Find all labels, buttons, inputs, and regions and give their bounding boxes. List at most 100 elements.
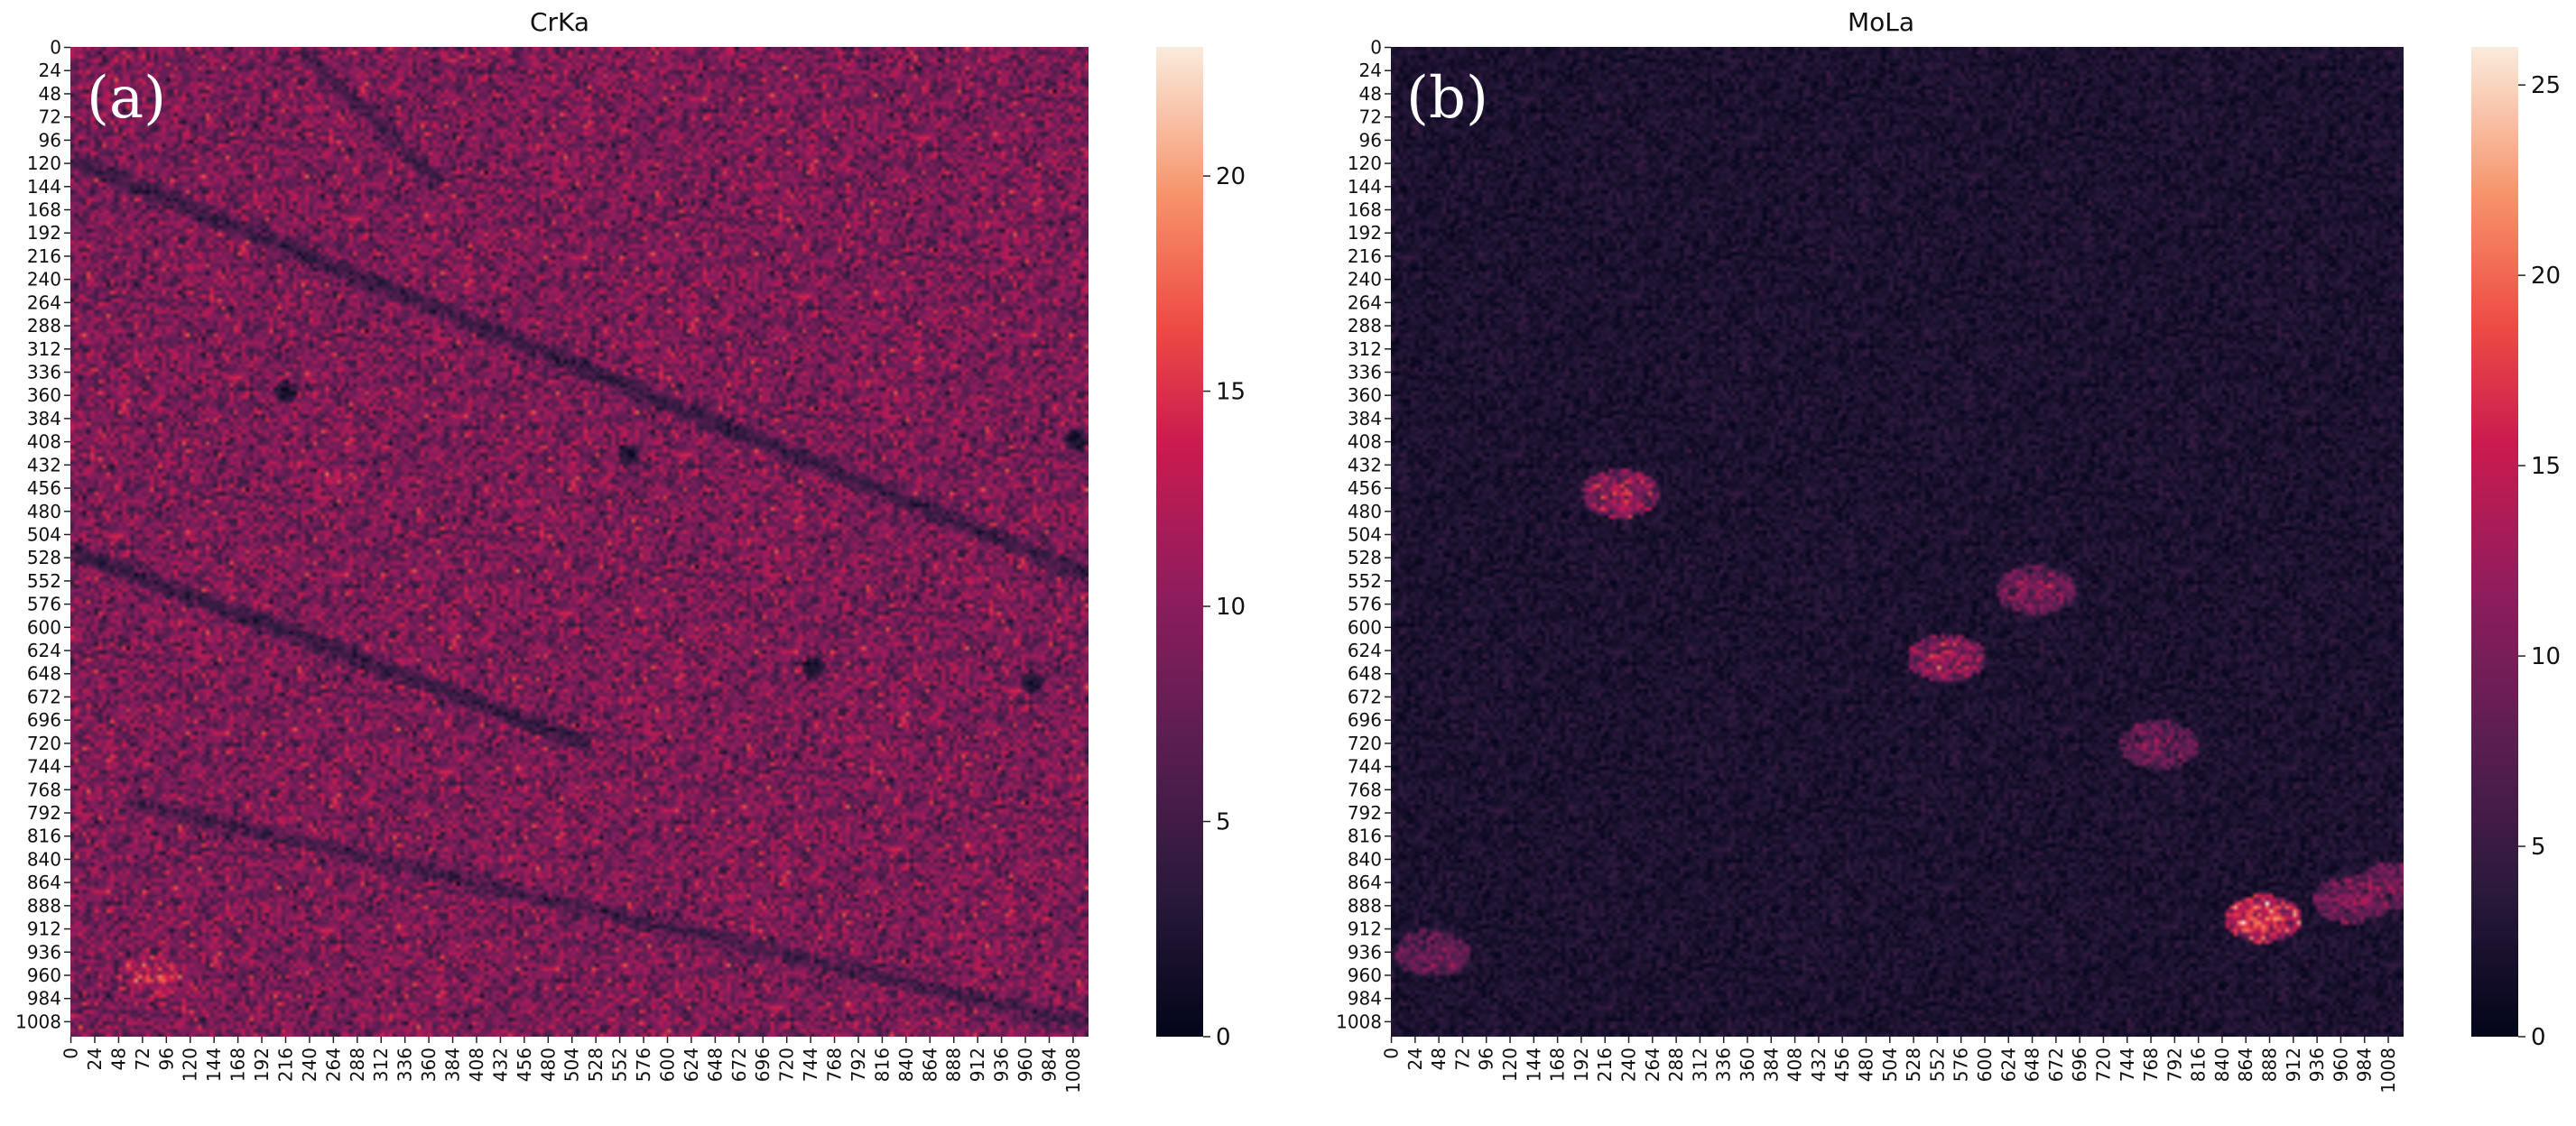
x-tick-label: 744 (2117, 1048, 2138, 1082)
y-tick-label: 432 (27, 454, 61, 475)
x-tick-label: 240 (1618, 1048, 1640, 1082)
x-tick-label: 768 (2140, 1048, 2162, 1082)
y-tick-label: 336 (1348, 361, 1382, 383)
x-tick-label: 672 (728, 1048, 750, 1082)
x-tick-label: 432 (1808, 1048, 1830, 1082)
y-tick-label: 1008 (1336, 1011, 1382, 1032)
x-tick-label: 480 (537, 1048, 559, 1082)
colorbar-tick-label: 15 (2531, 453, 2561, 480)
y-tick-label: 984 (1348, 988, 1382, 1010)
x-tick-label: 888 (2259, 1048, 2281, 1082)
x-tick-label: 0 (1381, 1048, 1403, 1059)
x-tick-label: 96 (155, 1048, 177, 1070)
x-tick-label: 792 (848, 1048, 869, 1082)
y-tick-label: 96 (39, 129, 61, 151)
y-tick-label: 456 (27, 477, 61, 499)
y-tick-label: 72 (39, 106, 61, 128)
y-tick-label: 912 (27, 918, 61, 940)
x-tick-label: 360 (1737, 1048, 1758, 1082)
x-tick-label: 552 (609, 1048, 631, 1082)
x-tick-label: 408 (1784, 1048, 1806, 1082)
x-tick-label: 408 (466, 1048, 487, 1082)
y-tick-label: 432 (1348, 454, 1382, 475)
y-tick-label: 48 (1359, 83, 1382, 105)
x-tick-label: 48 (1428, 1048, 1450, 1070)
y-tick-label: 600 (1348, 616, 1382, 638)
y-tick-label: 960 (1348, 964, 1382, 986)
y-tick-label: 720 (1348, 733, 1382, 754)
x-tick-label: 696 (752, 1048, 774, 1082)
y-tick-label: 888 (1348, 895, 1382, 917)
y-tick-label: 384 (27, 408, 61, 429)
x-tick-label: 384 (1760, 1048, 1782, 1082)
y-tick-label: 936 (1348, 941, 1382, 963)
y-tick-label: 888 (27, 895, 61, 917)
x-tick-label: 528 (585, 1048, 607, 1082)
y-tick-label: 528 (1348, 547, 1382, 568)
panel-label: (b) (1406, 65, 1488, 132)
x-tick-label: 744 (800, 1048, 821, 1082)
y-tick-label: 792 (27, 802, 61, 824)
x-tick-label: 936 (991, 1048, 1013, 1082)
x-tick-label: 840 (895, 1048, 917, 1082)
x-tick-label: 960 (1015, 1048, 1036, 1082)
y-tick-label: 0 (1370, 37, 1382, 59)
y-tick-label: 696 (1348, 709, 1382, 731)
y-tick-label: 648 (1348, 663, 1382, 685)
x-tick-label: 888 (943, 1048, 965, 1082)
chart-title: CrKa (530, 7, 589, 37)
x-tick-label: 432 (489, 1048, 511, 1082)
y-tick-label: 216 (1348, 245, 1382, 267)
x-tick-label: 984 (2354, 1048, 2376, 1082)
x-tick-label: 480 (1855, 1048, 1876, 1082)
y-tick-label: 264 (1348, 291, 1382, 313)
y-tick-label: 600 (27, 616, 61, 638)
x-tick-label: 576 (1951, 1048, 1972, 1082)
x-tick-label: 0 (60, 1048, 82, 1059)
colorbar-tick-label: 10 (1216, 594, 1246, 621)
y-tick-label: 168 (1348, 199, 1382, 221)
colorbar-tick-label: 5 (1216, 809, 1231, 836)
x-tick-label: 960 (2330, 1048, 2351, 1082)
x-tick-label: 72 (1451, 1048, 1473, 1070)
y-tick-label: 24 (1359, 60, 1382, 81)
colorbar-tick-label: 0 (1216, 1024, 1231, 1051)
x-tick-label: 720 (2092, 1048, 2114, 1082)
x-tick-label: 840 (2211, 1048, 2233, 1082)
colorbar-tick-label: 10 (2531, 643, 2561, 670)
x-tick-label: 288 (1665, 1048, 1687, 1082)
y-tick-label: 24 (39, 60, 61, 81)
y-tick-label: 312 (27, 338, 61, 360)
y-tick-label: 288 (1348, 315, 1382, 337)
y-tick-label: 768 (1348, 779, 1382, 800)
y-tick-label: 216 (27, 245, 61, 267)
y-tick-label: 696 (27, 709, 61, 731)
x-tick-label: 504 (561, 1048, 583, 1082)
heatmap-panel-mola: MoLa 02448729612014416819221624026428831… (1336, 7, 2561, 1094)
x-tick-label: 240 (299, 1048, 320, 1082)
y-tick-label: 984 (27, 988, 61, 1010)
x-tick-label: 120 (1499, 1048, 1521, 1082)
heatmap-panel-crka: CrKa 02448729612014416819221624026428831… (15, 7, 1246, 1094)
y-tick-label: 816 (1348, 826, 1382, 847)
x-tick-label: 336 (1713, 1048, 1735, 1082)
y-tick-label: 192 (27, 222, 61, 244)
x-tick-label: 600 (656, 1048, 678, 1082)
x-tick-label: 264 (322, 1048, 344, 1082)
y-tick-label: 864 (27, 872, 61, 893)
y-tick-label: 672 (1348, 686, 1382, 707)
x-tick-label: 984 (1038, 1048, 1060, 1082)
y-tick-label: 408 (1348, 431, 1382, 453)
x-tick-label: 912 (2283, 1048, 2304, 1082)
x-tick-label: 912 (967, 1048, 988, 1082)
x-tick-label: 120 (180, 1048, 201, 1082)
y-tick-label: 1008 (15, 1011, 61, 1032)
y-tick-label: 480 (27, 501, 61, 522)
x-tick-label: 24 (84, 1048, 106, 1070)
x-tick-label: 288 (347, 1048, 368, 1082)
x-tick-label: 216 (274, 1048, 296, 1082)
x-tick-label: 648 (2022, 1048, 2043, 1082)
x-tick-label: 864 (919, 1048, 941, 1082)
x-tick-label: 792 (2164, 1048, 2185, 1082)
